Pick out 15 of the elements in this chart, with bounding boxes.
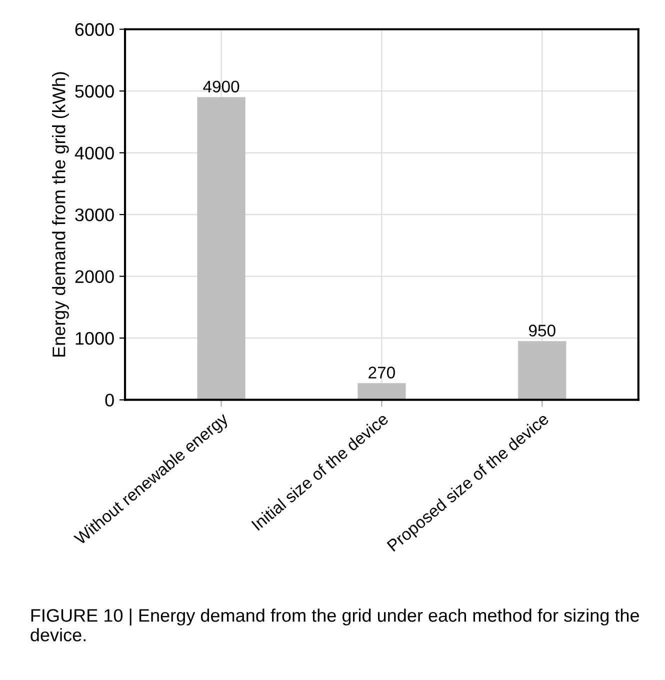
y-tick-label: 4000 (74, 146, 114, 160)
caption: FIGURE 10 | Energy demand from the grid under each method for sizing the device. (30, 608, 639, 642)
y-tick-label: 6000 (75, 23, 114, 36)
bar (518, 341, 566, 400)
data-label: 270 (368, 366, 395, 378)
bar (197, 97, 246, 400)
y-tick-label: 5000 (75, 84, 114, 98)
data-label: 4900 (203, 80, 240, 92)
y-axis-title: Energy demand from the grid (kWh) (52, 72, 69, 357)
y-tick-label: 1000 (76, 332, 114, 345)
y-tick-label: 2000 (75, 270, 114, 284)
data-label: 950 (529, 324, 556, 336)
bar (358, 383, 406, 400)
y-tick-label: 3000 (75, 208, 114, 222)
y-tick-label: 0 (105, 394, 114, 407)
